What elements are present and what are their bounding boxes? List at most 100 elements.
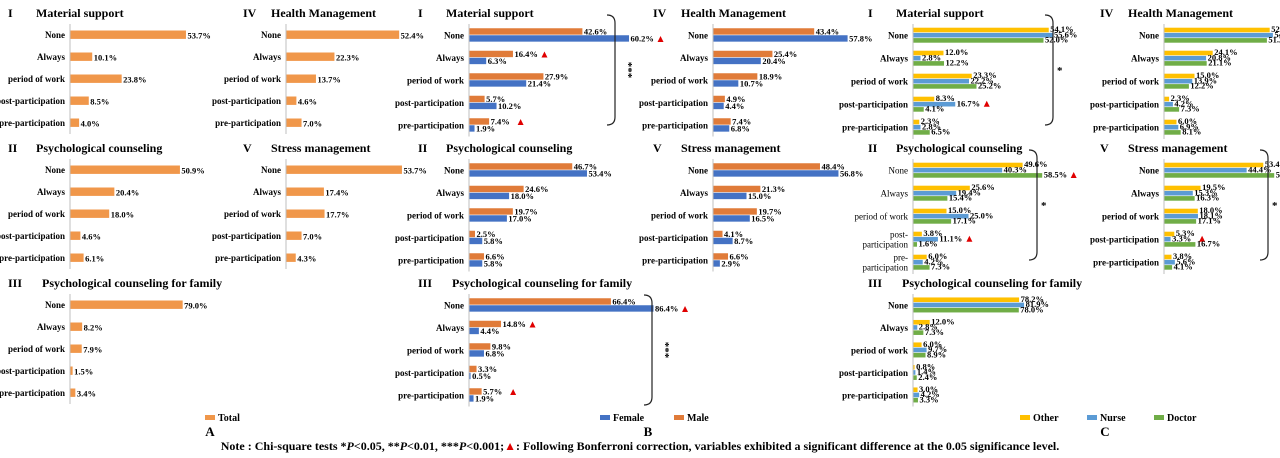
bar-total-post-participation xyxy=(286,231,302,240)
bar-nurse-post-participation xyxy=(913,236,938,242)
data-label: 15.0% xyxy=(1196,70,1219,80)
bar-total-post-participation xyxy=(70,231,81,240)
bar-female-period-of-work xyxy=(469,350,484,357)
data-label: 16.5% xyxy=(751,213,774,223)
data-label: 21.1% xyxy=(1208,58,1231,68)
bar-male-always xyxy=(469,50,513,58)
data-label: 18.0% xyxy=(1199,205,1222,215)
data-label: 46.7% xyxy=(574,161,597,171)
bar-total-post-participation xyxy=(286,96,297,105)
tick-label: post-participation xyxy=(395,98,464,108)
bar-female-always xyxy=(713,57,761,65)
tick-label: Always xyxy=(436,323,464,333)
bar-female-pre-participation xyxy=(469,395,474,402)
bar-doctor-none xyxy=(1164,38,1267,43)
bar-nurse-always xyxy=(1164,55,1207,61)
tick-label: pre-participation xyxy=(398,390,464,400)
significance-bracket xyxy=(606,14,616,126)
note-t2: <0.01, xyxy=(407,439,441,453)
data-label: 6.1% xyxy=(85,254,104,264)
tick-label: period of work xyxy=(8,344,65,354)
bar-other-always xyxy=(1164,50,1213,56)
data-label: 12.0% xyxy=(931,316,954,326)
bar-nurse-always xyxy=(913,55,921,61)
data-label: 79.0% xyxy=(184,301,207,311)
data-label: 53.7% xyxy=(187,31,210,41)
tick-label: period of work xyxy=(1102,212,1159,222)
tick-label: pre-participation xyxy=(398,120,464,130)
data-label: 54.1% xyxy=(1050,24,1073,34)
bar-total-pre-participation xyxy=(286,118,302,127)
significance-stars: *** xyxy=(659,342,671,359)
data-label: 17.7% xyxy=(326,210,349,220)
data-label: 6.6% xyxy=(486,251,505,261)
data-label: 52.0% xyxy=(1045,35,1068,45)
data-label: 25.0% xyxy=(970,210,993,220)
data-label: 17.1% xyxy=(1198,216,1221,226)
data-label: 20.4% xyxy=(116,188,139,198)
bar-other-always xyxy=(1164,185,1201,191)
panel-label-c: C xyxy=(1100,424,1109,439)
bar-female-pre-participation xyxy=(469,125,475,132)
bar-total-none xyxy=(70,30,186,39)
bar-total-always xyxy=(286,187,324,196)
bar-female-none xyxy=(713,170,839,177)
tick-label: Always xyxy=(37,187,65,197)
bar-doctor-post-participation xyxy=(913,107,924,112)
tick-label: Always xyxy=(37,322,65,332)
chart-c-v-stress-management: V Stress management None 53.4%44.4% 59.3% Alw… xyxy=(1090,141,1280,274)
data-label: 52.6% xyxy=(1271,24,1280,34)
tick-label: pre-participation xyxy=(1093,258,1159,268)
bar-doctor-none xyxy=(1164,173,1275,178)
chart-c-iii-psychological-counseling-for-family: III Psychological counseling for family No… xyxy=(839,276,1082,407)
bar-other-pre-participation xyxy=(913,119,920,125)
tick-label: post-participation xyxy=(0,366,65,376)
tick-label: pre-participation xyxy=(0,388,65,398)
tick-label: None xyxy=(1139,31,1159,41)
bar-male-post-participation xyxy=(713,230,723,238)
data-label: 10.2% xyxy=(498,101,521,111)
bar-nurse-pre-participation xyxy=(913,392,920,398)
data-label: 81.9% xyxy=(1026,299,1049,309)
data-label: 16.4% xyxy=(514,49,537,59)
data-label: 4.6% xyxy=(82,232,101,242)
bar-female-post-participation xyxy=(469,237,483,245)
bar-other-always xyxy=(913,319,930,325)
data-label: 5.8% xyxy=(484,236,503,246)
data-label: 16.7% xyxy=(957,98,980,108)
data-label: 6.9% xyxy=(1180,121,1199,131)
tick-label: Always xyxy=(253,52,281,62)
tick-label: Always xyxy=(253,187,281,197)
significance-triangle-icon xyxy=(966,235,973,242)
bar-other-period-of-work xyxy=(913,208,947,214)
data-label: 25.4% xyxy=(774,49,797,59)
chart-title: Health Management xyxy=(681,6,786,20)
data-label: 56.8% xyxy=(840,168,863,178)
bar-nurse-period-of-work xyxy=(1164,78,1193,84)
data-label: 1.5% xyxy=(74,367,93,377)
data-label: 9.7% xyxy=(928,344,947,354)
bar-female-none xyxy=(469,170,587,177)
bar-nurse-none xyxy=(1164,32,1273,38)
chart-a-iii-psychological-counseling-for-family: III Psychological counseling for family No… xyxy=(0,276,222,404)
data-label: 24.6% xyxy=(525,184,548,194)
panel-label-b: B xyxy=(644,424,653,439)
data-label: 23.8% xyxy=(123,75,146,85)
tick-label: pre-participation xyxy=(398,255,464,265)
bar-female-none xyxy=(469,35,630,42)
bar-total-period-of-work xyxy=(70,74,122,83)
note-t3: <0.001; xyxy=(466,439,505,453)
significance-stars: *** xyxy=(622,62,634,79)
chart-numeral: IV xyxy=(243,6,257,20)
tick-label: post-participation xyxy=(1090,100,1159,110)
data-label: 15.0% xyxy=(948,205,971,215)
data-label: 53.4% xyxy=(588,168,611,178)
bar-other-post-participation xyxy=(913,96,935,102)
data-label: 4.1% xyxy=(925,104,944,114)
data-label: 50.9% xyxy=(181,166,204,176)
data-label: 2.9% xyxy=(721,258,740,268)
tick-label: post-participation xyxy=(395,233,464,243)
bar-nurse-none xyxy=(1164,167,1247,173)
bar-nurse-period-of-work xyxy=(913,347,927,353)
